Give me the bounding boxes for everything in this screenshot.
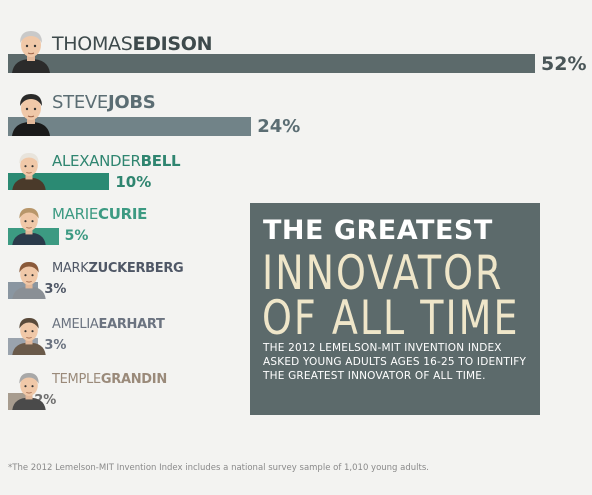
value-label-jobs: 24% [257, 116, 301, 137]
last-name: EDISON [132, 33, 213, 55]
value-label-bell: 10% [115, 173, 152, 191]
first-name: STEVE [52, 92, 108, 113]
name-label-zuckerberg: MARKZUCKERBERG [52, 261, 184, 276]
last-name: CURIE [98, 205, 148, 223]
first-name: THOMAS [52, 33, 133, 55]
curie-portrait-icon [7, 201, 51, 245]
last-name: EARHART [98, 317, 165, 332]
name-label-edison: THOMASEDISON [52, 33, 213, 55]
name-label-curie: MARIECURIE [52, 205, 147, 223]
last-name: ZUCKERBERG [88, 261, 184, 276]
last-name: BELL [140, 152, 181, 170]
value-label-curie: 5% [64, 228, 89, 244]
value-label-zuckerberg: 3% [44, 282, 67, 297]
first-name: TEMPLE [52, 372, 101, 387]
last-name: GRANDIN [100, 372, 167, 387]
bar-jobs [8, 117, 252, 136]
name-label-grandin: TEMPLEGRANDIN [52, 372, 167, 387]
value-label-earhart: 3% [44, 338, 67, 353]
headline-panel: THE GREATEST INNOVATOR OF ALL TIME THE 2… [250, 203, 540, 415]
earhart-portrait-icon [7, 311, 51, 355]
footnote: *The 2012 Lemelson-MIT Invention Index i… [8, 463, 429, 473]
edison-portrait-icon [6, 23, 56, 73]
survey-description: THE 2012 LEMELSON-MIT INVENTION INDEX AS… [263, 342, 527, 382]
first-name: MARIE [52, 205, 99, 223]
first-name: AMELIA [52, 317, 99, 332]
zuckerberg-portrait-icon [7, 255, 51, 299]
name-label-bell: ALEXANDERBELL [52, 152, 181, 170]
bar-edison [8, 54, 535, 73]
name-label-earhart: AMELIAEARHART [52, 317, 165, 332]
grandin-portrait-icon [7, 366, 51, 410]
headline-line-3: OF ALL TIME [262, 290, 520, 345]
headline-line-2: INNOVATOR [262, 245, 504, 300]
first-name: ALEXANDER [52, 152, 141, 170]
headline-line-1: THE GREATEST [263, 215, 493, 246]
name-label-jobs: STEVEJOBS [52, 92, 156, 113]
bell-portrait-icon [7, 146, 51, 190]
first-name: MARK [52, 261, 89, 276]
last-name: JOBS [107, 92, 156, 113]
jobs-portrait-icon [6, 86, 56, 136]
value-label-edison: 52% [541, 53, 587, 75]
